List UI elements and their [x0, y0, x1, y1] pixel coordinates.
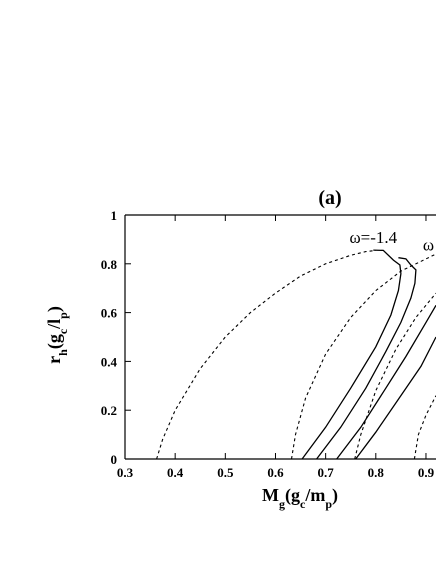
y-tick-label: 0.4 [101, 354, 118, 369]
y-tick-label: 0.6 [101, 306, 118, 321]
omega-annotation: ω=-1.4 [349, 228, 397, 247]
y-tick-label: 0.8 [101, 257, 118, 272]
dashed-curve [354, 292, 436, 460]
omega-annotation: ω [423, 235, 434, 254]
dashed-curve [156, 249, 376, 460]
solid-curve [336, 304, 436, 460]
y-tick-label: 0.2 [101, 403, 117, 418]
x-tick-label: 0.9 [418, 465, 435, 480]
x-axis-label-close: ) [332, 485, 338, 506]
y-axis-label-sub: h [56, 349, 70, 356]
x-axis-label-sub: c [300, 497, 306, 511]
solid-curve [316, 257, 417, 460]
y-axis-label: rh(gc/lp) [44, 306, 70, 364]
axes-group [124, 214, 436, 460]
y-tick-label: 0 [111, 452, 118, 467]
x-tick-label: 0.4 [167, 465, 184, 480]
y-axis-label-sub: p [56, 312, 70, 319]
x-axis-label-sub: p [325, 497, 332, 511]
series-group [156, 249, 436, 460]
solid-curve [301, 249, 402, 460]
annotations-group: ω=-1.4 ω [349, 228, 434, 254]
dashed-curve [413, 395, 436, 460]
x-axis-label-mid: /m [304, 485, 325, 505]
x-tick-label: 0.8 [368, 465, 385, 480]
x-axis-label-open: (g [285, 485, 300, 506]
y-axis-label-main: r [44, 356, 64, 364]
x-tick-label: 0.3 [117, 465, 134, 480]
x-axis-label-sub: g [279, 497, 285, 511]
x-tick-label: 0.6 [267, 465, 284, 480]
chart-title: (a) [318, 187, 341, 209]
y-tick-label: 1 [111, 208, 118, 223]
x-axis-label: Mg(gc/mp) [262, 485, 338, 511]
x-axis-label-main: M [262, 485, 279, 505]
y-axis-label-mid: /l [44, 319, 64, 330]
ticks-group: 0.3 0.4 0.5 0.6 0.7 0.8 0.9 0 0.2 0.4 0.6 0.8 1 [101, 208, 435, 480]
y-axis-label-close: ) [44, 306, 65, 312]
solid-curve [355, 336, 436, 460]
x-tick-label: 0.7 [318, 465, 335, 480]
y-axis-label-open: (g [44, 334, 65, 349]
dashed-curve [290, 253, 436, 460]
y-axis-label-sub: c [56, 328, 70, 334]
x-tick-label: 0.5 [217, 465, 234, 480]
